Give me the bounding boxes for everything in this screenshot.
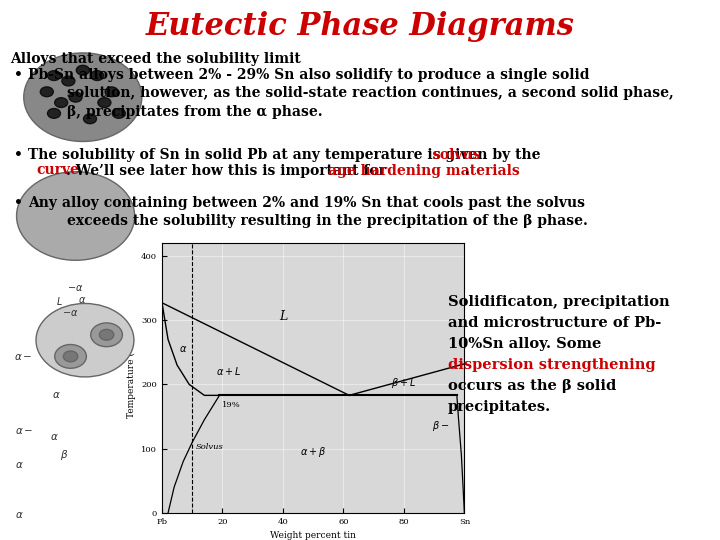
Text: solvus: solvus xyxy=(433,148,481,162)
Text: Any alloy containing between 2% and 19% Sn that cools past the solvus
        ex: Any alloy containing between 2% and 19% … xyxy=(28,196,588,228)
Text: $\beta$: $\beta$ xyxy=(60,448,68,462)
Text: curve: curve xyxy=(36,164,79,178)
Text: $\alpha$: $\alpha$ xyxy=(78,295,86,305)
X-axis label: Weight percent tin: Weight percent tin xyxy=(270,531,356,540)
Text: $\alpha+\beta$: $\alpha+\beta$ xyxy=(300,445,326,459)
Text: Solidificaton, precipitation: Solidificaton, precipitation xyxy=(448,295,670,309)
Text: $\beta-$: $\beta-$ xyxy=(431,420,449,434)
Text: age hardening materials: age hardening materials xyxy=(328,164,519,178)
Text: $\alpha$: $\alpha$ xyxy=(179,345,187,354)
Text: and microstructure of Pb-: and microstructure of Pb- xyxy=(448,316,661,330)
Text: Eutectic Phase Diagrams: Eutectic Phase Diagrams xyxy=(145,10,575,42)
Text: •: • xyxy=(14,196,23,210)
Text: $-\alpha$: $-\alpha$ xyxy=(62,308,78,318)
Text: $\alpha-$: $\alpha-$ xyxy=(15,426,34,436)
Text: Solvus: Solvus xyxy=(195,443,223,451)
Text: precipitates.: precipitates. xyxy=(448,400,551,414)
Text: Pb-Sn alloys between 2% - 29% Sn also solidify to produce a single solid
       : Pb-Sn alloys between 2% - 29% Sn also so… xyxy=(28,68,674,119)
Text: $\alpha-$: $\alpha-$ xyxy=(14,352,32,362)
Text: •: • xyxy=(14,68,23,82)
Text: $\beta+L$: $\beta+L$ xyxy=(392,376,416,390)
Text: $\alpha$: $\alpha$ xyxy=(15,460,24,470)
Text: L: L xyxy=(279,310,287,323)
Text: .: . xyxy=(464,164,469,178)
Text: $-\alpha$: $-\alpha$ xyxy=(67,283,84,293)
Text: Alloys that exceed the solubility limit: Alloys that exceed the solubility limit xyxy=(10,52,301,66)
Text: 10%Sn alloy. Some: 10%Sn alloy. Some xyxy=(448,337,601,351)
Text: $\alpha+L$: $\alpha+L$ xyxy=(216,365,241,377)
Text: occurs as the β solid: occurs as the β solid xyxy=(448,379,616,393)
Text: 19%: 19% xyxy=(222,401,241,409)
Text: dispersion strengthening: dispersion strengthening xyxy=(448,358,656,372)
Text: . We’ll see later how this is important for: . We’ll see later how this is important … xyxy=(66,164,390,178)
Text: $\alpha$: $\alpha$ xyxy=(15,510,24,520)
Text: •: • xyxy=(14,148,23,162)
Text: $\alpha$: $\alpha$ xyxy=(52,390,60,400)
Text: $L$: $L$ xyxy=(56,295,63,307)
Y-axis label: Temperature (°C): Temperature (°C) xyxy=(127,338,135,418)
Text: $\alpha$: $\alpha$ xyxy=(50,432,59,442)
Text: The solubility of Sn in solid Pb at any temperature is given by the: The solubility of Sn in solid Pb at any … xyxy=(28,148,545,162)
